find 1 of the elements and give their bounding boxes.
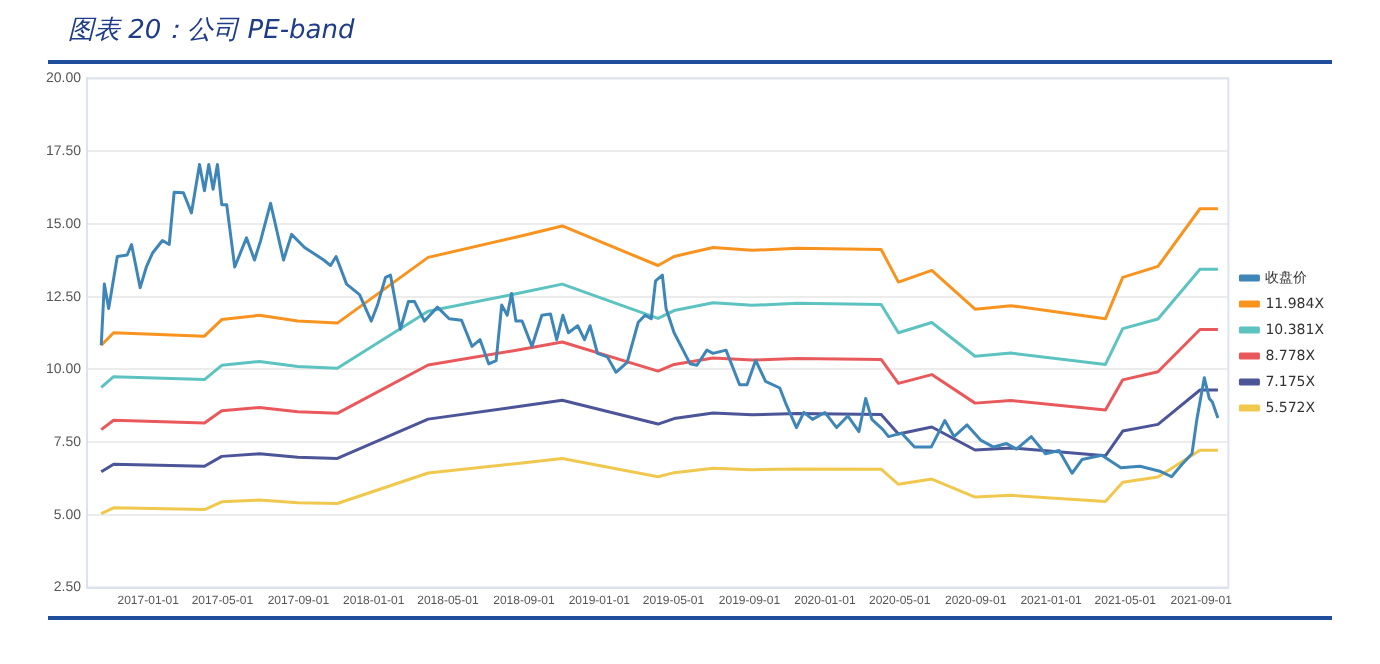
chart-title: 图表 20：公司 PE-band	[68, 14, 355, 48]
